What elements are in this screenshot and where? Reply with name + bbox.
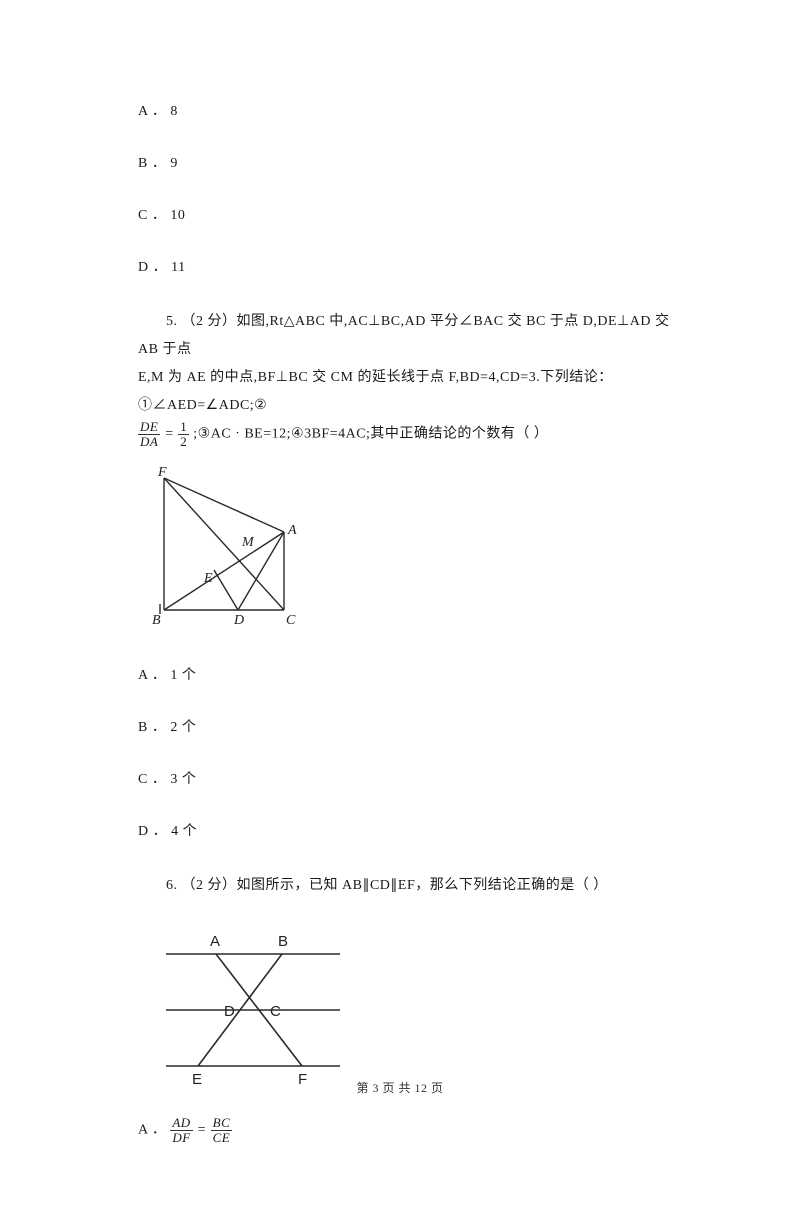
q4-option-d: D ． 11 (138, 256, 690, 276)
q6-optA-prefix: A ． (138, 1123, 170, 1138)
q4-option-b: B ． 9 (138, 152, 690, 172)
q5-text: 5. （2 分）如图,Rt△ABC 中,AC⊥BC,AD 平分∠BAC 交 BC… (138, 308, 690, 448)
svg-text:B: B (278, 933, 289, 950)
q5-figure: F B D C A M E (138, 466, 690, 636)
svg-text:E: E (203, 571, 213, 586)
svg-text:D: D (224, 1003, 235, 1020)
q6-optA-eq: = (193, 1123, 211, 1138)
svg-text:A: A (287, 523, 297, 538)
q5-option-d: D ． 4 个 (138, 820, 690, 840)
q5-option-c: C ． 3 个 (138, 768, 690, 788)
q4-option-a: A ． 8 (138, 100, 690, 120)
q6-optA-frac1: AD DF (170, 1116, 192, 1144)
page-footer: 第 3 页 共 12 页 (0, 1079, 800, 1096)
svg-text:C: C (270, 1003, 281, 1020)
q5-fraction-de-da: DE DA (138, 420, 160, 448)
q5-option-a: A ． 1 个 (138, 664, 690, 684)
document-page: A ． 8 B ． 9 C ． 10 D ． 11 5. （2 分）如图,Rt△… (0, 0, 800, 1217)
svg-text:C: C (286, 613, 296, 628)
svg-text:D: D (233, 613, 245, 628)
svg-text:F: F (157, 466, 167, 480)
svg-text:B: B (152, 613, 161, 628)
q5-option-b: B ． 2 个 (138, 716, 690, 736)
q5-eq-sign: = (160, 426, 178, 441)
q5-line1: 5. （2 分）如图,Rt△ABC 中,AC⊥BC,AD 平分∠BAC 交 BC… (138, 314, 669, 357)
q5-line2: E,M 为 AE 的中点,BF⊥BC 交 CM 的延长线于点 F,BD=4,CD… (138, 364, 690, 420)
q5-fraction-half: 1 2 (178, 420, 189, 448)
q4-option-c: C ． 10 (138, 204, 690, 224)
q6-text: 6. （2 分）如图所示，已知 AB∥CD∥EF，那么下列结论正确的是（ ） (138, 872, 690, 900)
svg-text:M: M (241, 535, 255, 550)
q6-figure: ABDCEF (138, 918, 690, 1088)
q6-option-a: A ． AD DF = BC CE (138, 1116, 690, 1144)
q5-line3: ;③AC · BE=12;④3BF=4AC;其中正确结论的个数有（ ） (189, 426, 548, 441)
svg-text:A: A (210, 933, 221, 950)
q6-optA-frac2: BC CE (211, 1116, 233, 1144)
